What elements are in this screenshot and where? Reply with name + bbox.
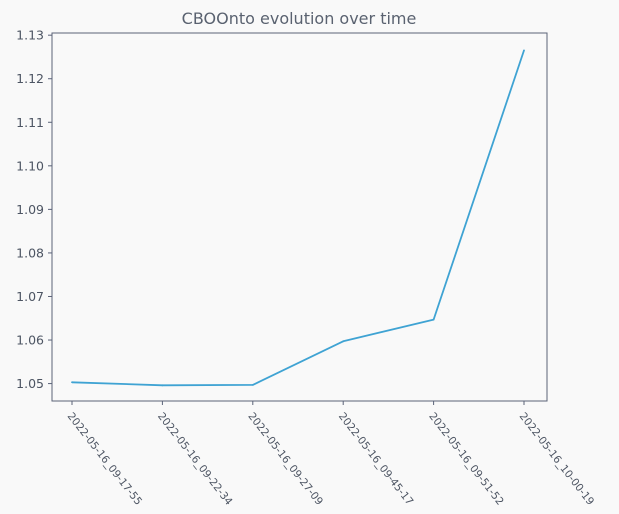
x-tick-label: 2022-05-16_09-22-34 — [155, 410, 235, 507]
data-point — [71, 381, 73, 384]
y-tick-label: 1.05 — [16, 376, 44, 391]
data-point — [342, 340, 345, 343]
y-tick-label: 1.08 — [16, 245, 44, 260]
y-tick-label: 1.11 — [16, 115, 44, 130]
series-group — [71, 49, 525, 387]
data-point — [251, 383, 254, 386]
y-tick-label: 1.12 — [16, 71, 44, 86]
x-axis: 2022-05-16_09-17-55 2022-05-16_09-22-34 20… — [65, 401, 597, 508]
series-line — [71, 50, 525, 387]
data-point — [161, 384, 164, 387]
x-tick-label: 2022-05-16_09-27-09 — [245, 410, 325, 507]
plot-area — [51, 32, 548, 402]
data-point — [523, 49, 525, 52]
x-tick-label: 2022-05-16_09-45-17 — [336, 410, 416, 507]
x-tick-label: 2022-05-16_10-00-19 — [517, 410, 597, 507]
x-tick-label: 2022-05-16_09-17-55 — [65, 410, 145, 507]
y-tick-label: 1.09 — [16, 202, 44, 217]
y-axis: 1.05 1.06 1.07 1.08 1.09 1.10 1.11 1.12 1.13 — [16, 28, 52, 391]
y-tick-label: 1.06 — [16, 333, 44, 348]
data-point — [432, 318, 435, 321]
y-tick-label: 1.10 — [16, 158, 44, 173]
y-tick-label: 1.13 — [16, 28, 44, 43]
x-tick-label: 2022-05-16_09-51-52 — [426, 410, 506, 507]
y-tick-label: 1.07 — [16, 289, 44, 304]
chart-title: CBOOnto evolution over time — [182, 9, 417, 28]
